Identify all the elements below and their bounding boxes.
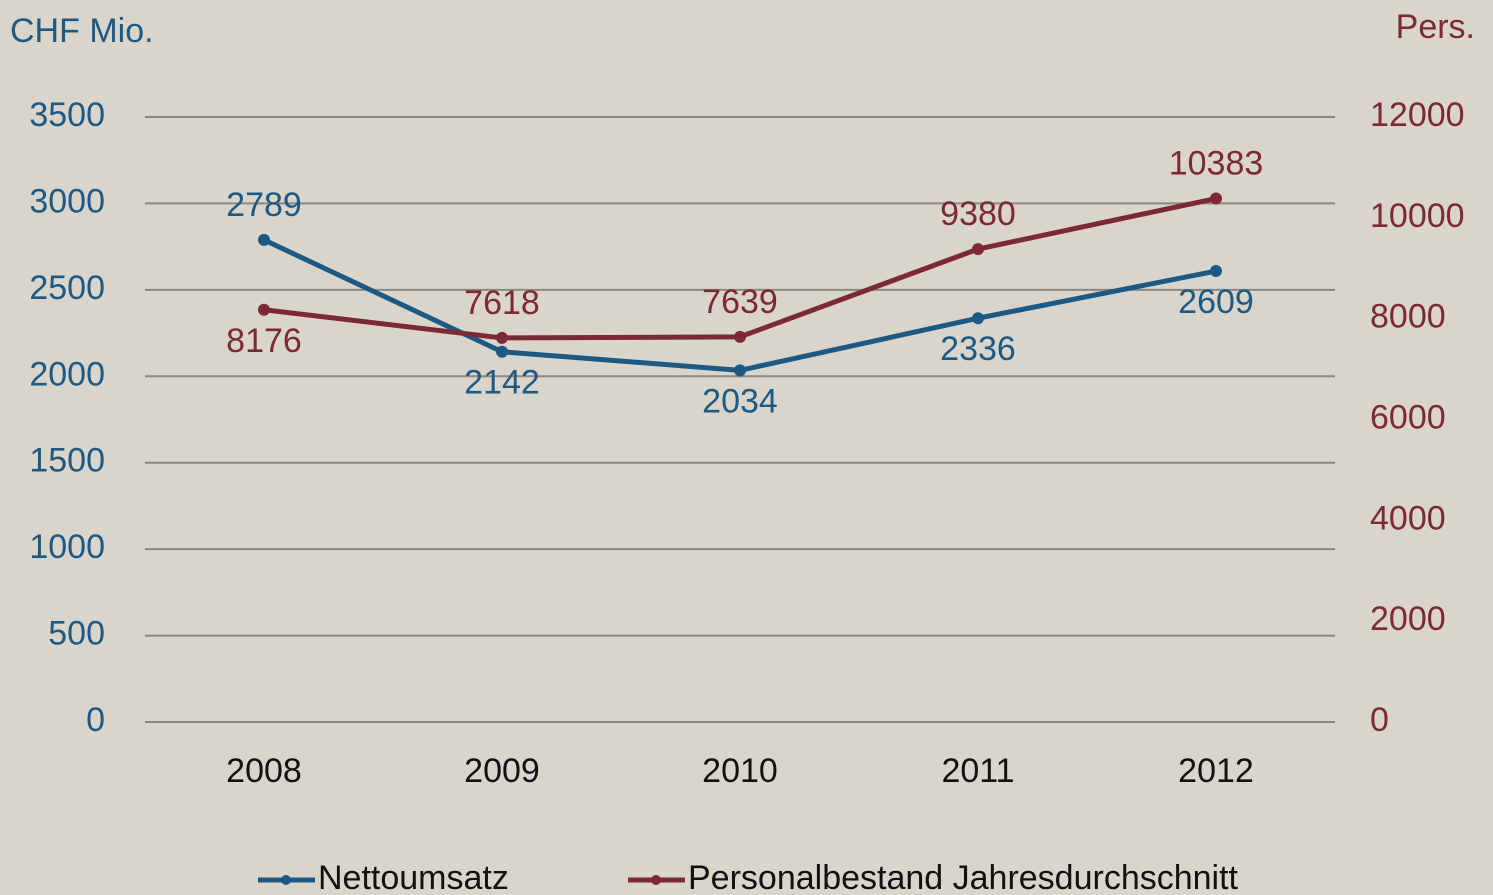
y2-tick-label: 10000 xyxy=(1370,197,1465,235)
x-tick-label: 2010 xyxy=(702,752,778,790)
legend-marker xyxy=(651,875,661,885)
data-label: 2609 xyxy=(1178,283,1254,321)
data-label: 2034 xyxy=(702,382,778,420)
data-label: 2336 xyxy=(940,330,1016,368)
y2-tick-label: 6000 xyxy=(1370,398,1446,436)
legend-label: Personalbestand Jahresdurchschnitt xyxy=(688,859,1239,895)
y-tick-label: 2000 xyxy=(29,355,105,393)
y2-axis-title: Pers. xyxy=(1396,8,1475,46)
y-tick-label: 1000 xyxy=(29,528,105,566)
y-tick-label: 3000 xyxy=(29,182,105,220)
point xyxy=(734,364,746,377)
data-label: 7618 xyxy=(464,284,540,322)
point xyxy=(972,312,984,325)
x-tick-label: 2011 xyxy=(941,752,1014,790)
y-tick-label: 3500 xyxy=(29,96,105,134)
point xyxy=(734,330,746,343)
x-tick-label: 2008 xyxy=(226,752,302,790)
data-label: 7639 xyxy=(702,283,778,321)
point xyxy=(496,331,508,344)
x-tick-label: 2009 xyxy=(464,752,540,790)
y2-tick-label: 12000 xyxy=(1370,96,1465,134)
point xyxy=(1210,265,1222,278)
y-tick-label: 500 xyxy=(48,615,105,653)
data-label: 9380 xyxy=(940,195,1016,233)
point xyxy=(258,233,270,246)
data-label: 2789 xyxy=(226,186,302,224)
legend-label: Nettoumsatz xyxy=(318,859,509,895)
data-label: 10383 xyxy=(1169,145,1264,183)
y-axis-title: CHF Mio. xyxy=(10,12,154,50)
data-label: 2142 xyxy=(464,364,540,402)
legend-marker xyxy=(281,875,291,885)
point xyxy=(972,243,984,256)
y2-tick-label: 8000 xyxy=(1370,298,1446,336)
y2-tick-label: 2000 xyxy=(1370,600,1446,638)
data-label: 8176 xyxy=(226,322,302,360)
y-tick-label: 2500 xyxy=(29,269,105,307)
x-tick-label: 2012 xyxy=(1178,752,1254,790)
y-tick-label: 0 xyxy=(86,701,105,739)
point xyxy=(496,345,508,358)
y2-tick-label: 4000 xyxy=(1370,499,1446,537)
point xyxy=(258,303,270,316)
y-tick-label: 1500 xyxy=(29,442,105,480)
y2-tick-label: 0 xyxy=(1370,701,1389,739)
point xyxy=(1210,192,1222,205)
